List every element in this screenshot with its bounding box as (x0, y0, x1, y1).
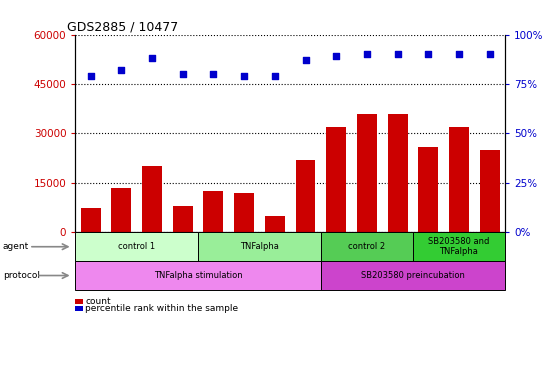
Point (86, 73, 95, 79)
Bar (75, 261, 321, 290)
Text: control 2: control 2 (348, 242, 386, 251)
Bar (75, 306, 83, 311)
Bar (388, 114, 407, 232)
Bar (265, 216, 285, 232)
Point (147, 55, 156, 61)
Point (117, 67, 126, 73)
Text: SB203580 and
TNFalpha: SB203580 and TNFalpha (429, 237, 489, 257)
Bar (142, 166, 162, 232)
Text: protocol: protocol (3, 271, 40, 280)
Bar (296, 160, 315, 232)
Bar (75, 232, 198, 261)
Text: count: count (85, 297, 111, 306)
Text: GDS2885 / 10477: GDS2885 / 10477 (67, 20, 178, 33)
Point (179, 71, 187, 77)
Bar (480, 150, 499, 232)
Bar (321, 261, 505, 290)
Bar (198, 232, 321, 261)
Point (485, 51, 494, 58)
Point (424, 51, 433, 58)
Text: TNFalpha stimulation: TNFalpha stimulation (154, 271, 242, 280)
Text: control 1: control 1 (118, 242, 155, 251)
Point (209, 71, 218, 77)
Point (301, 57, 310, 63)
Bar (449, 127, 469, 232)
Bar (204, 191, 223, 232)
Text: TNFalpha: TNFalpha (240, 242, 279, 251)
Bar (112, 188, 131, 232)
Point (270, 73, 279, 79)
Bar (321, 232, 413, 261)
Bar (418, 147, 438, 232)
Bar (413, 232, 505, 261)
Bar (173, 206, 193, 232)
Bar (326, 127, 346, 232)
Bar (357, 114, 377, 232)
Bar (234, 193, 254, 232)
Bar (75, 299, 83, 304)
Point (393, 51, 402, 58)
Point (455, 51, 464, 58)
Text: percentile rank within the sample: percentile rank within the sample (85, 304, 238, 313)
Bar (81, 208, 100, 232)
Text: SB203580 preincubation: SB203580 preincubation (361, 271, 465, 280)
Point (363, 51, 372, 58)
Point (331, 53, 340, 60)
Point (240, 73, 249, 79)
Text: agent: agent (3, 242, 29, 251)
